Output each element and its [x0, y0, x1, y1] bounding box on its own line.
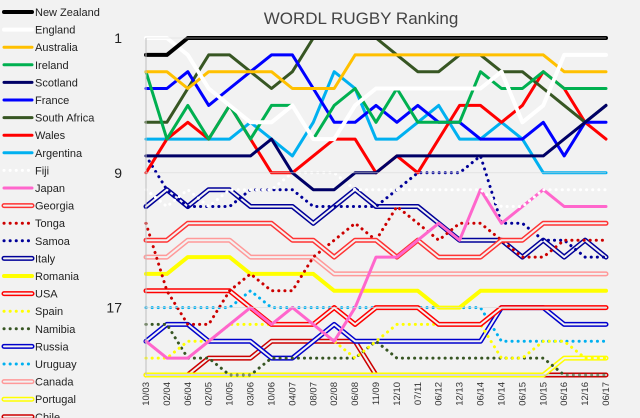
legend-label-canada: Canada — [35, 377, 74, 389]
series-line-samoa — [144, 153, 608, 259]
chart-title: WORDL RUGBY Ranking — [264, 9, 459, 28]
x-tick-label-13: 07/11 — [413, 382, 424, 405]
series-points-canada — [145, 240, 607, 274]
legend-item-new-zealand: New Zealand — [2, 7, 100, 19]
legend-item-georgia: Georgia — [1, 201, 75, 213]
legend: New Zealand England Australia Ireland Scotla… — [1, 7, 100, 418]
legend-label-australia: Australia — [35, 42, 79, 54]
y-tick-label-2: 17 — [106, 300, 122, 316]
x-tick-label-8: 08/07 — [308, 382, 319, 406]
x-tick-label-19: 10/15 — [538, 382, 549, 406]
legend-label-france: France — [35, 95, 69, 107]
legend-label-new-zealand: New Zealand — [35, 7, 100, 19]
legend-label-italy: Italy — [35, 253, 56, 265]
legend-label-samoa: Samoa — [35, 236, 71, 248]
series-points-australia — [145, 54, 607, 89]
series-line-namibia-stroke — [144, 322, 608, 377]
legend-item-italy: Italy — [1, 253, 56, 265]
legend-item-ireland: Ireland — [2, 60, 69, 72]
series-line-uruguay-stroke — [144, 288, 608, 343]
x-tick-label-4: 10/05 — [225, 382, 236, 406]
x-tick-label-20: 06/16 — [559, 382, 570, 406]
x-tick-label-2: 06/04 — [183, 382, 194, 406]
legend-item-tonga: Tonga — [2, 218, 66, 230]
x-tick-label-10: 06/08 — [350, 382, 361, 406]
x-tick-label-17: 10/14 — [496, 382, 507, 406]
legend-item-fiji: Fiji — [2, 165, 49, 177]
legend-label-england: England — [35, 25, 75, 37]
legend-label-portugal: Portugal — [35, 394, 76, 406]
legend-item-england: England — [2, 25, 75, 37]
y-tick-label-0: 1 — [114, 30, 122, 46]
series-points-england — [145, 37, 607, 140]
legend-item-argentina: Argentina — [2, 148, 83, 160]
x-tick-label-1: 02/04 — [162, 382, 173, 406]
legend-item-south-africa: South Africa — [2, 113, 95, 125]
legend-label-georgia: Georgia — [35, 201, 75, 213]
legend-label-usa: USA — [35, 289, 58, 301]
legend-item-canada: Canada — [1, 377, 74, 389]
legend-label-chile: Chile — [35, 412, 60, 418]
legend-item-usa: USA — [1, 289, 58, 301]
series-line-uruguay — [144, 288, 608, 343]
legend-label-japan: Japan — [35, 183, 65, 195]
legend-label-scotland: Scotland — [35, 77, 78, 89]
legend-item-russia: Russia — [1, 341, 70, 353]
x-tick-label-15: 12/13 — [455, 382, 466, 406]
x-tick-label-0: 10/03 — [141, 382, 152, 406]
legend-item-portugal: Portugal — [1, 394, 76, 406]
x-axis: 10/03 02/04 06/04 02/05 10/05 03/06 10/06 04/07… — [141, 374, 612, 406]
legend-label-spain: Spain — [35, 306, 63, 318]
legend-item-namibia: Namibia — [2, 324, 76, 336]
x-tick-label-3: 02/05 — [204, 382, 215, 406]
x-tick-label-14: 06/12 — [434, 382, 445, 406]
x-tick-label-21: 12/16 — [580, 382, 591, 406]
x-tick-label-9: 02/08 — [329, 382, 340, 406]
legend-label-south-africa: South Africa — [35, 113, 95, 125]
x-tick-label-11: 11/09 — [371, 382, 382, 405]
legend-label-russia: Russia — [35, 341, 70, 353]
legend-item-romania: Romania — [2, 271, 80, 283]
legend-label-uruguay: Uruguay — [35, 359, 77, 371]
legend-item-australia: Australia — [2, 42, 79, 54]
legend-item-france: France — [2, 95, 69, 107]
x-tick-label-22: 06/17 — [601, 382, 612, 406]
x-tick-label-6: 10/06 — [266, 382, 277, 406]
legend-label-namibia: Namibia — [35, 324, 76, 336]
legend-item-uruguay: Uruguay — [2, 359, 77, 371]
legend-label-fiji: Fiji — [35, 165, 49, 177]
x-tick-label-18: 06/15 — [517, 382, 528, 406]
legend-label-tonga: Tonga — [35, 218, 66, 230]
legend-item-spain: Spain — [2, 306, 63, 318]
x-tick-label-5: 03/06 — [246, 382, 257, 406]
series-line-fiji-stroke — [144, 171, 608, 209]
series-line-namibia — [144, 322, 608, 377]
x-tick-label-16: 06/14 — [476, 382, 487, 406]
legend-item-samoa: Samoa — [2, 236, 71, 248]
x-tick-label-7: 04/07 — [287, 382, 298, 406]
legend-item-chile: Chile — [1, 412, 60, 418]
legend-label-argentina: Argentina — [35, 148, 83, 160]
legend-item-wales: Wales — [2, 130, 66, 142]
legend-label-wales: Wales — [35, 130, 66, 142]
legend-item-scotland: Scotland — [2, 77, 78, 89]
series-line-samoa-stroke — [144, 153, 608, 259]
x-tick-label-12: 12/10 — [392, 382, 403, 406]
legend-label-ireland: Ireland — [35, 60, 69, 72]
legend-label-romania: Romania — [35, 271, 80, 283]
series-line-fiji — [144, 171, 608, 209]
y-tick-label-1: 9 — [114, 165, 122, 181]
legend-item-japan: Japan — [2, 183, 65, 195]
